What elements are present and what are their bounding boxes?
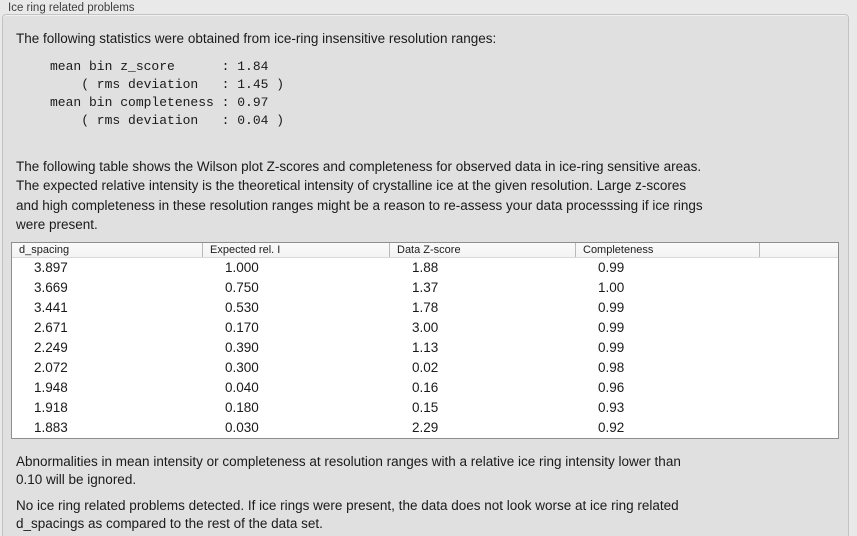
table-cell: 0.99 — [598, 260, 625, 276]
table-description-text: The following table shows the Wilson plo… — [16, 159, 703, 232]
table-row[interactable]: 2.072 0.300 0.02 0.98 — [12, 358, 838, 378]
column-header-data-z-score[interactable]: Data Z-score — [390, 243, 576, 258]
table-cell: 0.92 — [598, 420, 625, 436]
table-cell: 0.300 — [225, 360, 259, 376]
table-cell: 1.13 — [412, 340, 439, 356]
table-cell: 2.072 — [34, 360, 68, 376]
ice-ring-table: d_spacing Expected rel. I Data Z-score Comp… — [11, 242, 839, 440]
table-cell: 1.88 — [412, 260, 439, 276]
table-cell — [760, 418, 838, 438]
group-box-title: Ice ring related problems — [8, 2, 135, 14]
table-row[interactable]: 1.918 0.180 0.15 0.93 — [12, 398, 838, 418]
table-cell: 3.441 — [34, 300, 68, 316]
table-cell: 3.897 — [34, 260, 68, 276]
table-cell: 1.00 — [598, 280, 625, 296]
table-cell — [760, 398, 838, 418]
table-cell: 0.530 — [225, 300, 259, 316]
table-cell: 0.99 — [598, 340, 625, 356]
table-cell: 1.948 — [34, 380, 68, 396]
table-cell: 0.180 — [225, 400, 259, 416]
bin-statistics-block: mean bin z_score : 1.84 ( rms deviation … — [50, 59, 285, 128]
table-header-row: d_spacing Expected rel. I Data Z-score Comp… — [12, 243, 838, 259]
table-row[interactable]: 2.671 0.170 3.00 0.99 — [12, 318, 838, 338]
table-cell: 0.15 — [412, 400, 439, 416]
table-cell: 2.29 — [412, 420, 439, 436]
table-cell — [760, 258, 838, 278]
table-row[interactable]: 1.948 0.040 0.16 0.96 — [12, 378, 838, 398]
table-cell: 0.93 — [598, 400, 625, 416]
table-cell: 1.37 — [412, 280, 439, 296]
table-cell: 1.918 — [34, 400, 68, 416]
column-header-expected-rel-i[interactable]: Expected rel. I — [203, 243, 390, 258]
table-cell: 2.249 — [34, 340, 68, 356]
table-cell: 0.030 — [225, 420, 259, 436]
table-cell: 0.040 — [225, 380, 259, 396]
table-cell: 0.750 — [225, 280, 259, 296]
table-cell: 0.02 — [412, 360, 439, 376]
statistics-intro-text: The following statistics were obtained f… — [16, 31, 497, 46]
table-row[interactable]: 3.441 0.530 1.78 0.99 — [12, 298, 838, 318]
table-cell: 0.170 — [225, 320, 259, 336]
table-cell: 1.78 — [412, 300, 439, 316]
conclusion-text: No ice ring related problems detected. I… — [16, 498, 679, 531]
table-cell — [760, 358, 838, 378]
table-row[interactable]: 3.897 1.000 1.88 0.99 — [12, 258, 838, 278]
column-header-completeness[interactable]: Completeness — [576, 243, 760, 258]
column-header-d-spacing[interactable]: d_spacing — [12, 243, 203, 258]
table-cell: 0.99 — [598, 300, 625, 316]
table-body: 3.897 1.000 1.88 0.99 3.669 0.750 1.37 1.00 3.44… — [12, 258, 838, 439]
table-cell — [760, 378, 838, 398]
table-cell: 0.99 — [598, 320, 625, 336]
table-cell: 1.883 — [34, 420, 68, 436]
table-cell — [760, 278, 838, 298]
ice-ring-panel: The following statistics were obtained f… — [2, 14, 849, 536]
table-cell: 1.000 — [225, 260, 259, 276]
table-cell — [760, 338, 838, 358]
table-row[interactable]: 1.883 0.030 2.29 0.92 — [12, 418, 838, 438]
table-cell: 0.96 — [598, 380, 625, 396]
table-cell: 2.671 — [34, 320, 68, 336]
table-cell: 3.00 — [412, 320, 439, 336]
ignore-note-text: Abnormalities in mean intensity or compl… — [16, 454, 681, 487]
table-row[interactable]: 2.249 0.390 1.13 0.99 — [12, 338, 838, 358]
table-cell — [760, 298, 838, 318]
table-cell: 0.98 — [598, 360, 625, 376]
table-cell: 0.16 — [412, 380, 439, 396]
table-row[interactable]: 3.669 0.750 1.37 1.00 — [12, 278, 838, 298]
column-header-empty[interactable] — [760, 243, 838, 257]
table-cell — [760, 318, 838, 338]
table-cell: 0.390 — [225, 340, 259, 356]
table-cell: 3.669 — [34, 280, 68, 296]
